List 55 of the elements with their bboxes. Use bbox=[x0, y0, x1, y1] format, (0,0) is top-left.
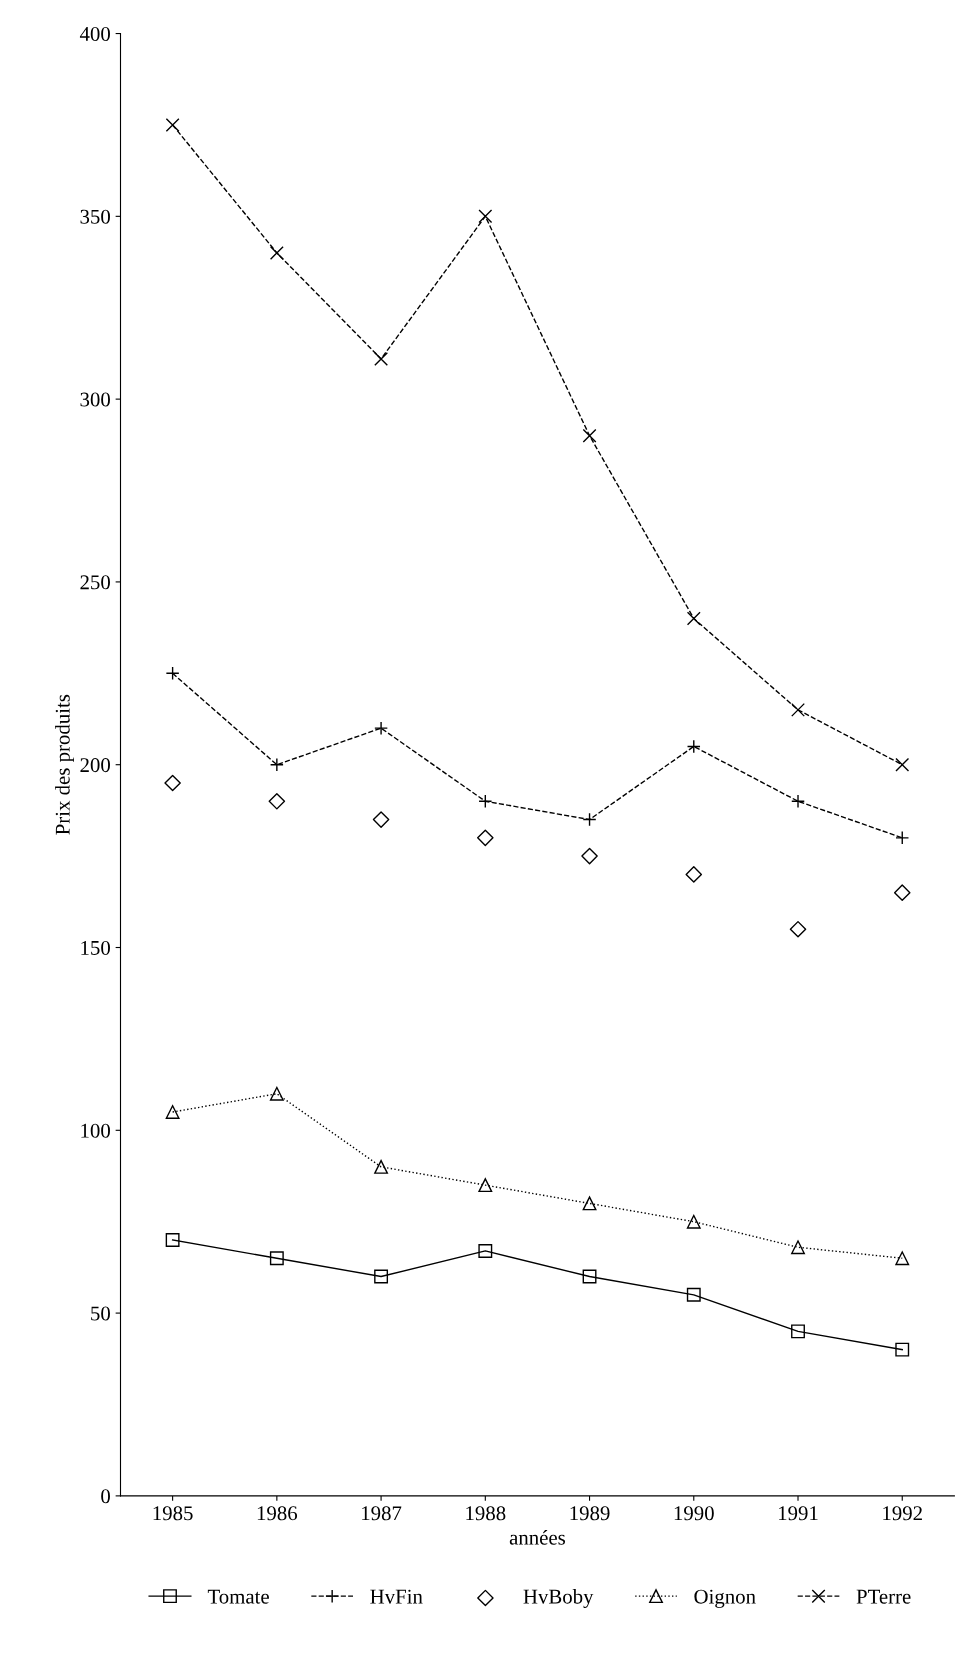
point bbox=[686, 1214, 701, 1229]
x-tick-label: 1989 bbox=[570, 1506, 610, 1521]
y-tick-label: 400 bbox=[79, 26, 110, 41]
legend-label: PTerre bbox=[856, 1589, 911, 1604]
point bbox=[686, 611, 701, 626]
point bbox=[685, 866, 703, 883]
point bbox=[581, 847, 598, 865]
point bbox=[791, 1240, 805, 1255]
legend-label: Tomate bbox=[207, 1589, 269, 1604]
legend-label: HvFin bbox=[370, 1589, 423, 1604]
y-tick-label: 350 bbox=[80, 209, 110, 224]
y-tick-label: 250 bbox=[80, 575, 110, 590]
x-tick-label: 1986 bbox=[257, 1506, 298, 1521]
point bbox=[374, 1159, 389, 1174]
point bbox=[269, 1251, 284, 1266]
point bbox=[791, 702, 805, 717]
point bbox=[686, 1287, 701, 1302]
point bbox=[165, 1233, 180, 1247]
y-tick-label: 100 bbox=[81, 1123, 110, 1138]
point bbox=[582, 428, 597, 443]
point bbox=[165, 1105, 180, 1119]
point bbox=[478, 1178, 493, 1193]
point bbox=[478, 209, 493, 224]
y-tick-label: 200 bbox=[80, 758, 110, 773]
point bbox=[582, 1196, 597, 1211]
point bbox=[893, 884, 911, 901]
legend-label: HvBoby bbox=[523, 1588, 594, 1608]
y-tick-label: 0 bbox=[101, 1489, 110, 1504]
point bbox=[582, 1269, 597, 1284]
point bbox=[372, 811, 390, 828]
point bbox=[374, 1269, 389, 1284]
point bbox=[165, 117, 180, 132]
x-tick-label: 1987 bbox=[362, 1506, 402, 1521]
x-tick-label: 1991 bbox=[779, 1506, 818, 1521]
x-tick-label: 1992 bbox=[883, 1506, 922, 1521]
x-tick-label: 1988 bbox=[466, 1506, 506, 1521]
y-tick-label: 50 bbox=[91, 1306, 110, 1321]
point bbox=[269, 1086, 284, 1101]
point bbox=[374, 351, 389, 366]
point bbox=[791, 1324, 805, 1339]
point bbox=[895, 757, 910, 772]
y-tick-label: 150 bbox=[81, 940, 110, 955]
x-tick-label: 1985 bbox=[153, 1506, 193, 1521]
x-tick-label: 1990 bbox=[674, 1506, 714, 1521]
point bbox=[895, 1342, 910, 1357]
point bbox=[478, 1243, 493, 1258]
legend-label: Oignon bbox=[694, 1589, 756, 1608]
y-tick-label: 300 bbox=[80, 392, 110, 407]
point bbox=[895, 1251, 910, 1266]
point bbox=[268, 792, 286, 810]
y-axis-title: Prix des produits bbox=[55, 694, 74, 835]
x-axis-title: années bbox=[509, 1530, 566, 1545]
point bbox=[789, 920, 807, 938]
point bbox=[477, 829, 494, 847]
point bbox=[164, 774, 181, 792]
